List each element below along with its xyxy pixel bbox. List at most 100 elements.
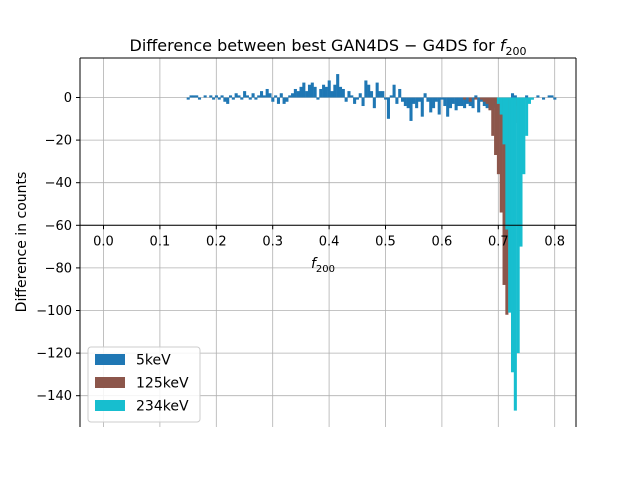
y-tick-label: −40 [45, 176, 72, 191]
y-tick-label: −140 [36, 389, 72, 404]
legend-swatch-234keV [95, 400, 125, 411]
bar-5keV [307, 84, 312, 98]
bar-5keV [381, 91, 385, 98]
chart-title: Difference between best GAN4DS − G4DS fo… [130, 36, 527, 58]
bar-125keV [488, 97, 492, 111]
x-tick-label: 0.1 [150, 234, 171, 249]
bar-234keV [525, 97, 529, 136]
bar-5keV [426, 97, 430, 102]
bar-5keV [415, 97, 419, 109]
bar-5keV [448, 97, 453, 109]
bar-5keV [344, 97, 348, 102]
bar-5keV [429, 97, 433, 113]
bar-5keV [251, 93, 255, 98]
bar-5keV [223, 97, 227, 102]
bar-5keV [547, 95, 551, 98]
bar-5keV [237, 95, 241, 98]
bar-5keV [451, 97, 455, 104]
bar-5keV [369, 91, 374, 98]
bar-234keV [519, 97, 523, 247]
bar-234keV [510, 97, 515, 373]
bar-5keV [417, 97, 421, 102]
bar-234keV [513, 97, 517, 411]
bar-234keV [505, 97, 509, 230]
bar-5keV [231, 97, 235, 100]
bar-5keV [553, 97, 557, 100]
bar-5keV [375, 82, 379, 98]
bar-5keV [434, 97, 438, 102]
y-tick-label: −20 [45, 134, 72, 149]
bar-5keV [248, 97, 252, 100]
bar-125keV [485, 97, 489, 104]
axes: 0.0 0.1 0.2 0.3 0.4 0.5 0.6 0.7 0.8 0 −20 −40 −60 −80… [36, 57, 577, 427]
bar-234keV [508, 97, 512, 313]
bar-5keV [454, 97, 458, 111]
bar-5keV [457, 97, 461, 107]
bar-5keV [420, 97, 424, 117]
bar-5keV [341, 88, 345, 98]
x-tick-label: 0.4 [319, 234, 340, 249]
bar-5keV [367, 84, 371, 98]
bar-5keV [536, 95, 540, 98]
bar-5keV [372, 97, 376, 109]
bar-5keV [189, 95, 193, 98]
y-tick-label: −80 [45, 261, 72, 276]
bar-5keV [513, 95, 517, 98]
bar-5keV [443, 97, 447, 107]
bar-5keV [440, 97, 444, 100]
bar-5keV [412, 97, 416, 104]
bar-5keV [446, 97, 450, 117]
bar-5keV [353, 97, 357, 104]
bar-5keV [293, 88, 297, 98]
bar-5keV [245, 95, 249, 98]
x-tick-label: 0.7 [488, 234, 509, 249]
bar-234keV [496, 97, 500, 104]
bar-5keV [282, 97, 286, 104]
bar-5keV [432, 97, 436, 109]
bar-125keV [468, 97, 472, 102]
bar-125keV [463, 97, 467, 100]
bar-5keV [437, 97, 441, 115]
bar-5keV [186, 97, 190, 100]
bar-234keV [499, 97, 503, 115]
bar-5keV [542, 97, 546, 100]
bar-234keV [530, 97, 534, 100]
bar-5keV [550, 95, 554, 98]
bar-125keV [502, 97, 506, 285]
y-tick-label: −120 [36, 347, 72, 362]
bar-5keV [322, 84, 326, 98]
bar-5keV [364, 80, 368, 98]
bar-125keV [479, 97, 484, 100]
bar-5keV [460, 97, 464, 107]
bar-5keV [288, 95, 292, 98]
bar-5keV [234, 93, 238, 98]
bar-5keV [305, 91, 309, 98]
bar-5keV [310, 82, 314, 98]
x-axis-label: f200 [311, 256, 335, 275]
bar-5keV [226, 97, 230, 104]
bar-5keV [463, 97, 467, 109]
bar-5keV [324, 86, 328, 98]
bar-5keV [195, 95, 199, 98]
bar-5keV [257, 95, 261, 98]
bar-125keV [496, 97, 500, 175]
bar-5keV [465, 97, 469, 104]
bar-125keV [482, 97, 486, 102]
bar-5keV [389, 95, 393, 98]
bar-5keV [276, 97, 280, 104]
bar-5keV [313, 86, 317, 98]
bar-5keV [361, 97, 365, 107]
bar-5keV [423, 93, 427, 98]
bar-5keV [262, 95, 266, 98]
bar-5keV [209, 95, 213, 98]
legend-label-234keV: 234keV [136, 399, 189, 415]
bar-5keV [330, 91, 334, 98]
bar-5keV [291, 93, 295, 98]
bar-5keV [403, 97, 407, 107]
x-tick-label: 0.0 [93, 234, 114, 249]
bar-5keV [327, 80, 331, 98]
bar-5keV [350, 95, 354, 98]
bar-234keV [502, 97, 506, 145]
bar-5keV [398, 88, 402, 98]
bar-5keV [347, 91, 351, 98]
